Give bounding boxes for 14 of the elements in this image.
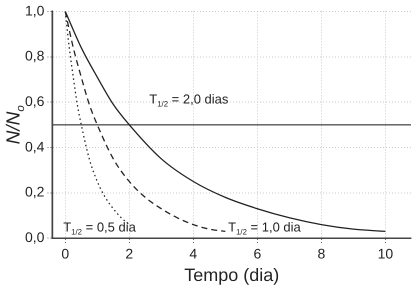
y-tick-label: 0,8 xyxy=(24,48,45,64)
x-axis-title: Tempo (dia) xyxy=(184,264,280,285)
x-tick-label: 4 xyxy=(189,245,198,262)
y-tick-label: 0,6 xyxy=(24,92,45,109)
x-tick-label: 10 xyxy=(378,245,394,262)
y-axis-title: N/No xyxy=(3,105,27,144)
y-tick-label: 0,0 xyxy=(24,229,45,246)
y-tick-label: 0,4 xyxy=(24,138,45,154)
x-tick-label: 8 xyxy=(317,245,326,262)
x-tick-label: 0 xyxy=(61,245,70,262)
y-tick-label: 1,0 xyxy=(24,2,45,18)
x-tick-label: 2 xyxy=(125,245,134,262)
y-tick-label: 0,2 xyxy=(24,184,45,200)
x-tick-label: 6 xyxy=(253,245,262,262)
